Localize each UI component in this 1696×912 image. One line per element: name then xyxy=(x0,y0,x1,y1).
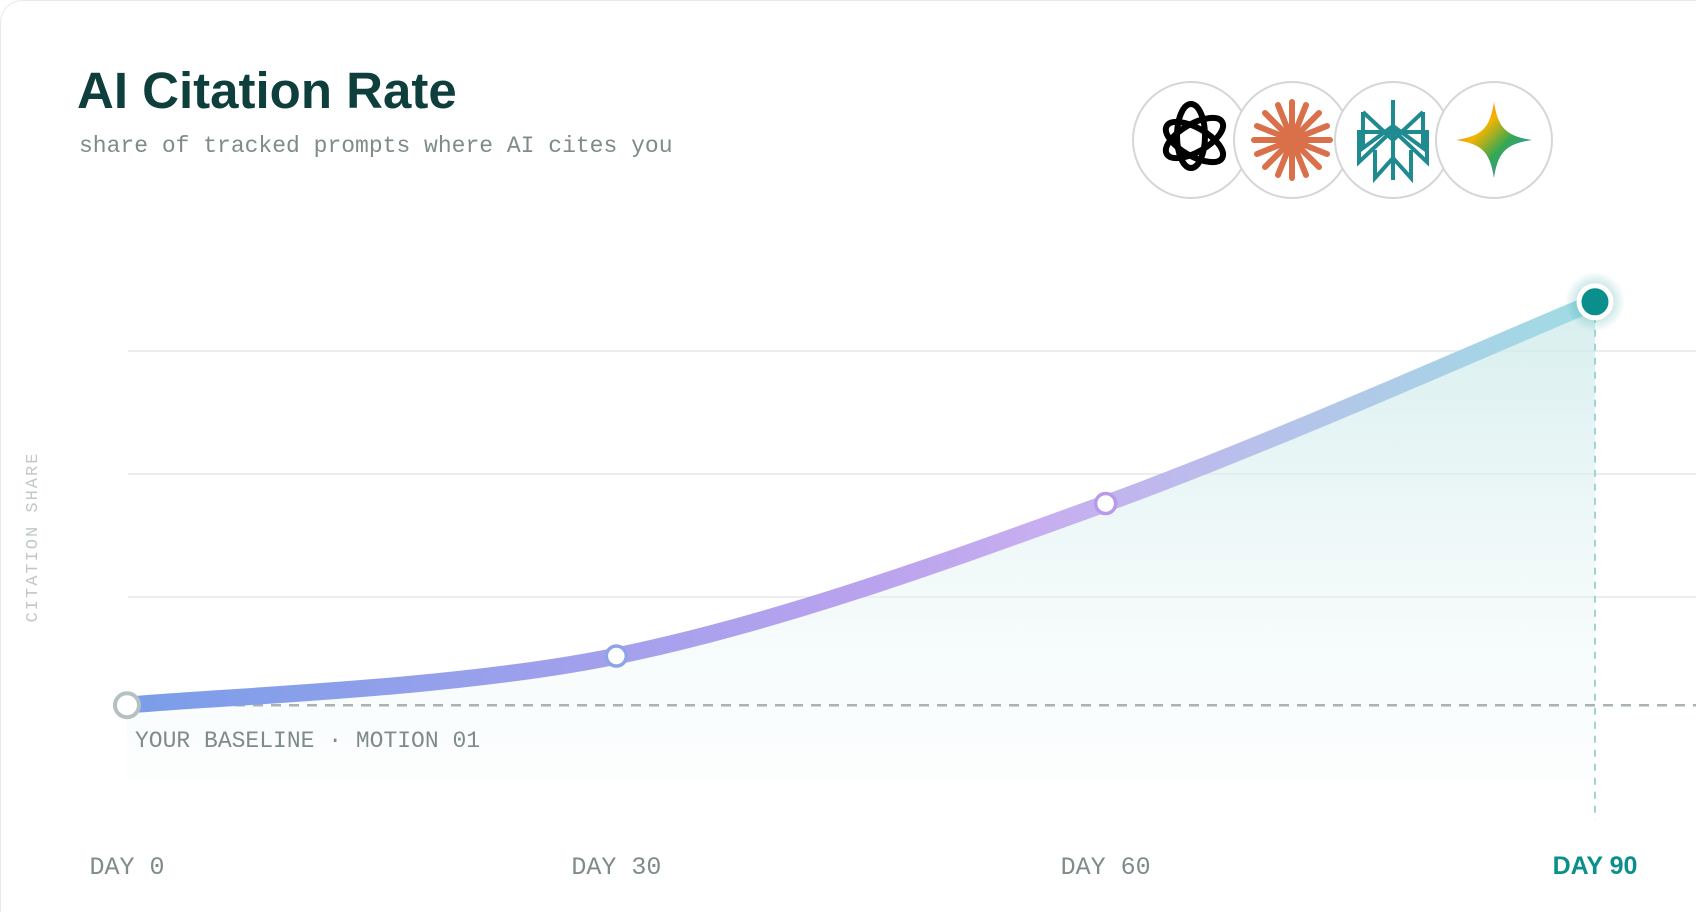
point xyxy=(1576,283,1614,321)
logo-circle xyxy=(1132,81,1250,199)
point xyxy=(604,644,629,668)
openai-logo xyxy=(1162,101,1227,171)
x-tick-label: DAY 60 xyxy=(1061,853,1151,882)
x-tick-label: DAY 90 xyxy=(1553,852,1638,880)
gemini-logo xyxy=(1456,102,1532,178)
line xyxy=(118,293,1604,714)
x-tick-label: DAY 30 xyxy=(571,853,661,882)
baseline-label: YOUR BASELINE · MOTION 01 xyxy=(135,728,480,754)
point xyxy=(113,691,141,720)
area xyxy=(127,301,1595,780)
ai-logos xyxy=(1132,81,1553,199)
x-tick-label: DAY 0 xyxy=(89,853,164,882)
chart-title: AI Citation Rate xyxy=(77,62,457,119)
chart-subtitle: share of tracked prompts where AI cites … xyxy=(79,133,673,159)
point xyxy=(1093,491,1118,516)
claude-logo xyxy=(1251,99,1333,181)
perplexity-logo xyxy=(1357,100,1429,184)
plot-area: YOUR BASELINE · MOTION 01 DAY 0 DAY 30 DAY … xyxy=(89,271,1696,882)
y-axis-label: CITATION SHARE xyxy=(24,452,43,623)
